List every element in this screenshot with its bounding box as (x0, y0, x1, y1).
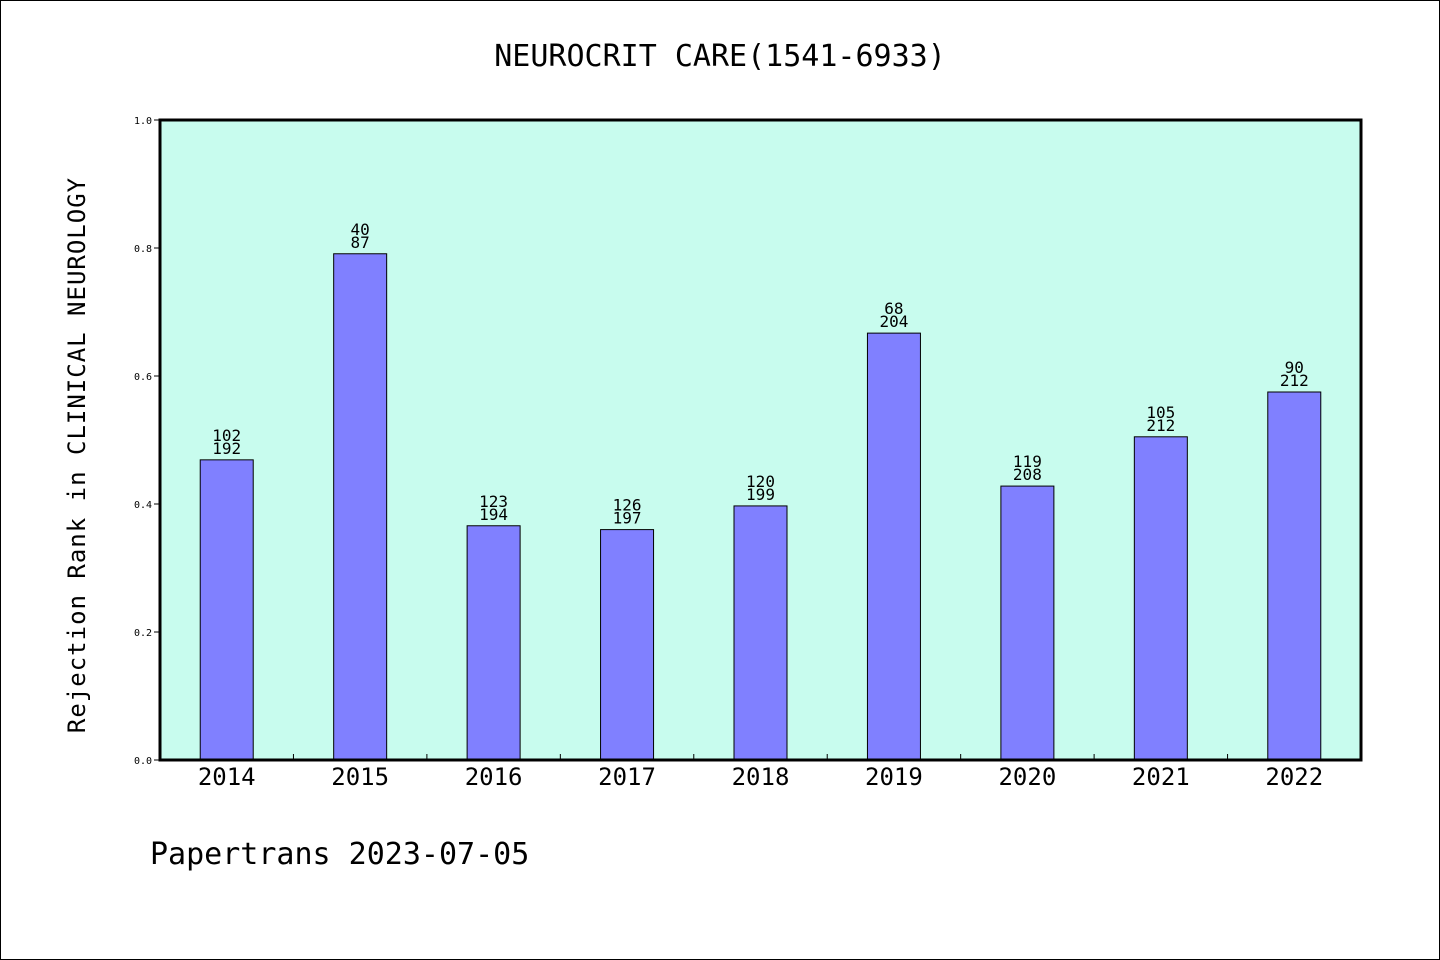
bar (466, 525, 521, 761)
y-tick-label: 0.8 (134, 244, 152, 255)
x-tick-label: 2021 (1132, 763, 1190, 791)
bar (600, 529, 655, 761)
bar (1000, 485, 1055, 761)
chart-title: NEUROCRIT CARE(1541-6933) (494, 39, 946, 74)
plot-border (158, 118, 1363, 762)
bar-label-rank: 90 (1285, 358, 1304, 377)
bar (333, 253, 388, 761)
x-tick-label: 2022 (1265, 763, 1323, 791)
bar-label-total: 194 (479, 505, 508, 524)
bar-label-total: 197 (613, 509, 642, 528)
bar (199, 459, 254, 761)
y-axis: 0.0 0.2 0.4 0.6 0.8 1.0 (134, 116, 160, 767)
bar-label-total: 212 (1146, 416, 1175, 435)
x-axis: 2014 2015 2016 2017 2018 2019 2020 2021 2022 (198, 754, 1323, 791)
x-tick-label: 2017 (598, 763, 656, 791)
bar-label-rank: 40 (351, 220, 370, 239)
bar (1133, 436, 1188, 761)
bar-label-rank: 119 (1013, 452, 1042, 471)
y-tick-label: 0.2 (134, 628, 152, 639)
y-axis-label: Rejection Rank in CLINICAL NEUROLOGY (63, 177, 91, 733)
bar-label-total: 192 (212, 439, 241, 458)
bar-label-rank: 126 (613, 496, 642, 515)
y-tick-label: 1.0 (134, 116, 152, 127)
bar-label-total: 199 (746, 485, 775, 504)
x-tick-label: 2019 (865, 763, 923, 791)
bar (1267, 391, 1322, 761)
bar-label-total: 87 (351, 233, 370, 252)
bar-label-total: 204 (879, 312, 908, 331)
bar-label-total: 212 (1280, 371, 1309, 390)
y-tick-label: 0.4 (134, 500, 152, 511)
bar (733, 505, 788, 761)
bar-label-total: 208 (1013, 465, 1042, 484)
bar-label-rank: 102 (212, 426, 241, 445)
footer-text: Papertrans 2023-07-05 (150, 837, 529, 872)
bar-label-rank: 105 (1146, 403, 1175, 422)
x-tick-label: 2018 (732, 763, 790, 791)
x-tick-label: 2016 (465, 763, 523, 791)
bar-label-rank: 120 (746, 472, 775, 491)
bar-label-rank: 123 (479, 492, 508, 511)
y-tick-label: 0.6 (134, 372, 152, 383)
y-tick-label: 0.0 (134, 756, 152, 767)
bar (866, 332, 921, 761)
x-tick-label: 2015 (331, 763, 389, 791)
bar-label-rank: 68 (884, 299, 903, 318)
x-tick-label: 2020 (998, 763, 1056, 791)
x-tick-label: 2014 (198, 763, 256, 791)
